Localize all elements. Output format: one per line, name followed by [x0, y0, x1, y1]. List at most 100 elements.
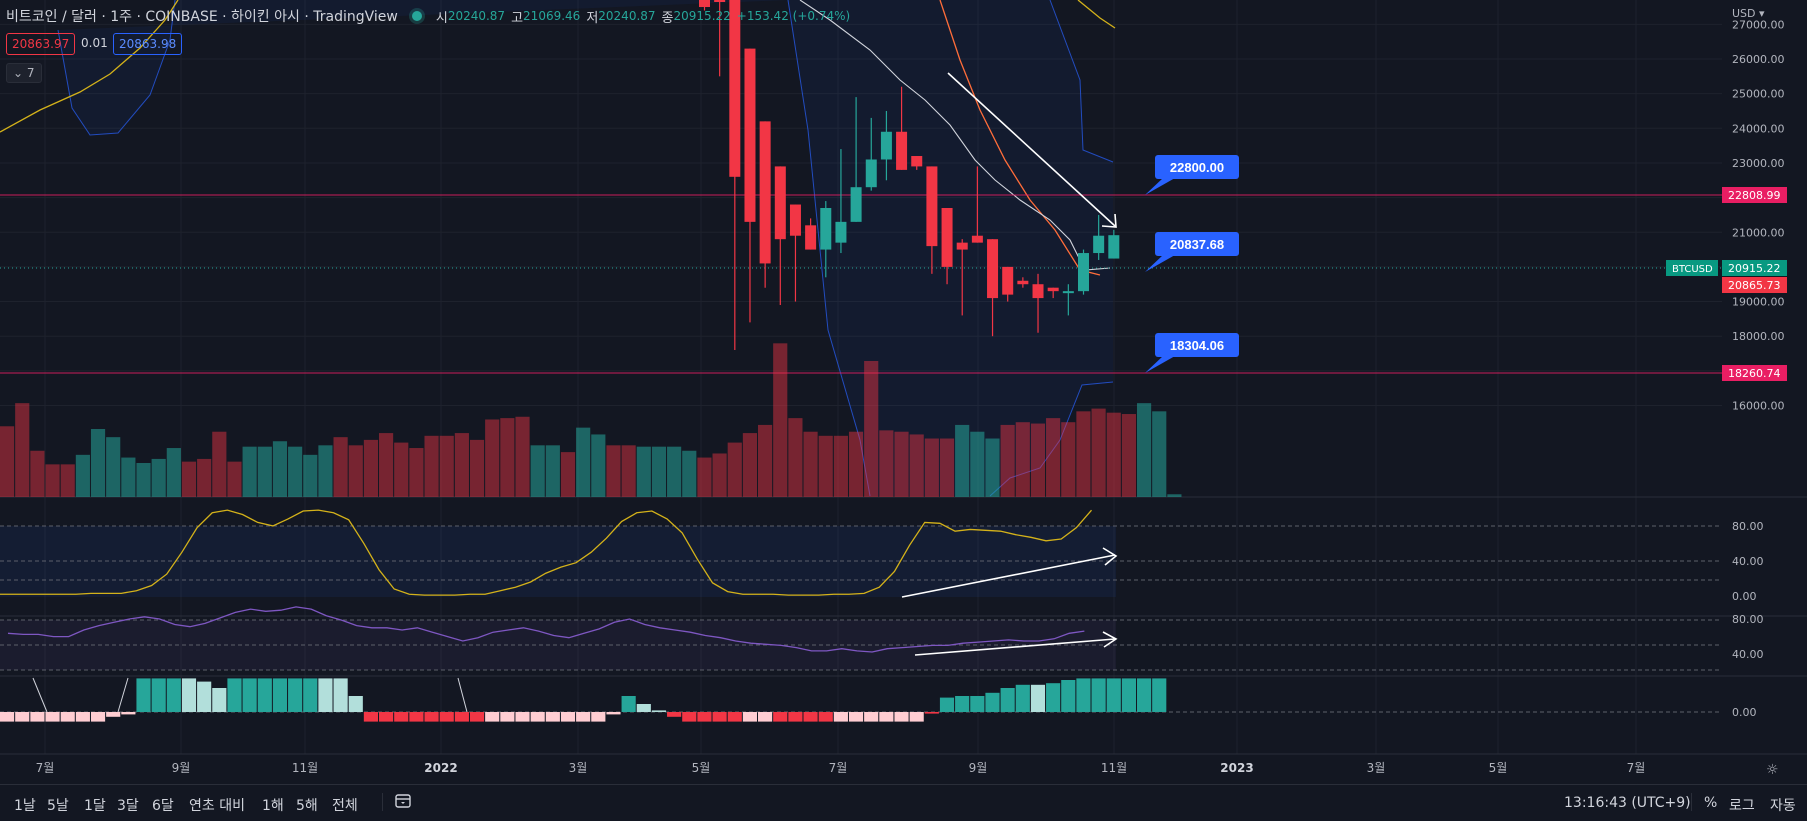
bollinger-lower-line	[787, 0, 871, 497]
histogram-bar	[424, 712, 439, 722]
low-label: 저	[586, 10, 599, 26]
price-axis-label: 27000.00	[1732, 18, 1785, 31]
candle-body	[1017, 280, 1029, 285]
histogram-bar	[227, 678, 242, 712]
histogram-bar	[970, 696, 985, 712]
volume-bar	[591, 434, 606, 497]
histogram-bar	[591, 712, 606, 722]
histogram-bar	[90, 712, 106, 722]
buy-price-button[interactable]: 20863.98	[113, 33, 183, 55]
moving-average-orange	[939, 0, 1101, 276]
sell-price-button[interactable]: 20863.97	[6, 33, 76, 55]
high-label: 고	[511, 10, 524, 26]
histogram-bar	[636, 704, 651, 712]
stoch-line	[0, 509, 1093, 596]
range-6m-button[interactable]: 6달	[152, 798, 174, 814]
indicator-collapse-button[interactable]: ⌄ 7	[6, 63, 42, 83]
volume-bar	[864, 361, 879, 497]
rsi-axis-label: 80.00	[1732, 613, 1764, 626]
range-1d-button[interactable]: 1날	[14, 798, 36, 814]
volume-bar	[667, 446, 682, 497]
histogram-bar	[106, 712, 121, 717]
price-tag-box	[1722, 365, 1787, 381]
chart-header: 비트코인 / 달러 · 1주 · COINBASE · 하이킨 아시 · Tra…	[6, 6, 850, 26]
price-tag-label: 20865.73	[1728, 279, 1781, 292]
volume-bar	[515, 416, 530, 497]
volume-bar	[1000, 424, 1015, 497]
volume-bar	[318, 445, 333, 497]
histogram-bar	[151, 678, 166, 712]
volume-bar	[500, 418, 515, 497]
volume-bar	[1152, 411, 1167, 497]
range-1y-button[interactable]: 1해	[262, 798, 284, 814]
volume-bar	[151, 458, 166, 497]
histogram-bar	[697, 712, 712, 722]
histogram-bar	[333, 678, 348, 712]
histogram-bar	[758, 712, 773, 722]
bottom-toolbar: 1날 5날 1달 3달 6달 연초 대비 1해 5해 전체 13:16:43 (…	[0, 784, 1807, 821]
price-axis-label: 26000.00	[1732, 53, 1785, 66]
candle-body	[1062, 291, 1074, 294]
histogram-bar	[1030, 684, 1046, 712]
time-axis-label: 7월	[36, 761, 55, 775]
histogram-bar	[242, 678, 257, 712]
range-5y-button[interactable]: 5해	[296, 798, 318, 814]
volume-bar	[1167, 494, 1182, 497]
histogram-bar	[727, 712, 742, 722]
range-all-button[interactable]: 전체	[332, 798, 358, 814]
candle-body	[1032, 284, 1044, 299]
histogram-bar	[712, 712, 727, 722]
histogram-bar	[894, 712, 909, 722]
volume-bar	[333, 437, 348, 497]
histogram-bar	[363, 712, 378, 722]
histogram-bar	[485, 712, 500, 722]
candle-body	[1047, 287, 1059, 292]
symbol-tag-label: BTCUSD	[1672, 264, 1713, 275]
histogram-bar	[606, 712, 621, 715]
price-tag-label: 22808.99	[1728, 189, 1781, 202]
volume-bar	[970, 431, 985, 497]
settings-gear-icon: ☼	[1766, 762, 1779, 778]
callout-pointer	[1145, 178, 1175, 195]
auto-scale-toggle[interactable]: 자동	[1770, 798, 1796, 814]
volume-bar	[303, 454, 318, 497]
candle-body	[911, 156, 923, 167]
volume-bar	[1121, 414, 1136, 497]
log-toggle[interactable]: 로그	[1729, 798, 1755, 814]
goto-date-icon[interactable]	[393, 791, 413, 815]
range-3m-button[interactable]: 3달	[117, 798, 139, 814]
toolbar-divider	[1691, 793, 1692, 811]
volume-bar	[879, 430, 894, 497]
volume-bar	[166, 448, 181, 497]
clock-display[interactable]: 13:16:43 (UTC+9)	[1564, 795, 1691, 811]
trend-arrow-line	[947, 72, 1116, 227]
histogram-signal-line	[117, 677, 129, 713]
volume-bar	[60, 464, 75, 497]
range-5d-button[interactable]: 5날	[47, 798, 69, 814]
candle-body	[835, 221, 847, 243]
symbol-tag-box	[1666, 260, 1718, 276]
candle-body	[926, 166, 938, 247]
range-1m-button[interactable]: 1달	[84, 798, 106, 814]
histogram-bar	[667, 712, 682, 717]
volume-bar	[560, 452, 576, 497]
volume-bar	[727, 442, 742, 497]
candle-body	[744, 48, 756, 222]
candle-body	[805, 225, 817, 250]
percent-toggle[interactable]: %	[1704, 795, 1718, 811]
range-ytd-button[interactable]: 연초 대비	[189, 798, 245, 814]
volume-bar	[197, 458, 212, 497]
callout-box	[1155, 155, 1239, 179]
volume-bar	[212, 431, 227, 497]
indicator-count: 7	[26, 66, 35, 80]
volume-bar	[1076, 411, 1091, 497]
rsi-line	[7, 606, 1085, 653]
price-axis-label: 19000.00	[1732, 296, 1785, 309]
histogram-bar	[75, 712, 90, 722]
candle-body	[956, 242, 968, 250]
volume-bar	[924, 438, 939, 497]
symbol-title[interactable]: 비트코인 / 달러 · 1주 · COINBASE · 하이킨 아시 · Tra…	[6, 9, 398, 25]
volume-bar	[1015, 422, 1030, 497]
time-axis-label: 7월	[829, 761, 848, 775]
